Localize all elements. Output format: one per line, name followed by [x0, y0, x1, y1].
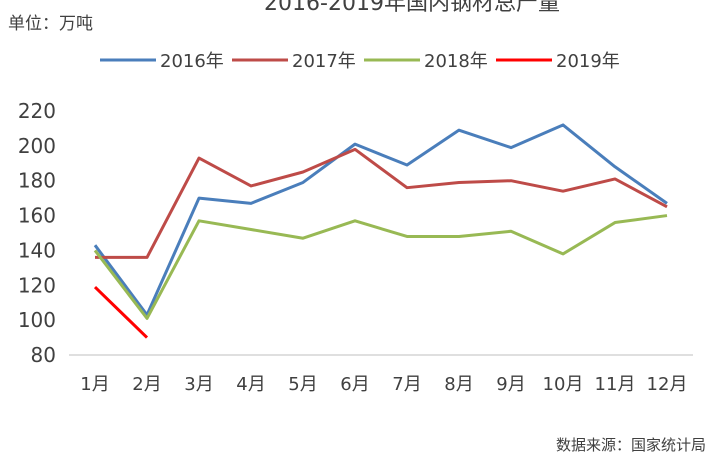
x-tick-label: 2月 — [132, 374, 161, 395]
y-tick-label: 220 — [18, 99, 56, 123]
series-line — [93, 214, 668, 320]
y-tick-label: 160 — [18, 204, 56, 228]
chart-title: 2016-2019年国内钢材总产量 — [264, 0, 560, 16]
y-tick-label: 80 — [31, 343, 56, 367]
x-tick-label: 1月 — [80, 374, 109, 395]
series-line — [93, 285, 149, 339]
x-tick-label: 11月 — [595, 374, 636, 395]
x-tick-label: 10月 — [543, 374, 584, 395]
y-tick-label: 200 — [18, 134, 56, 158]
x-tick-label: 3月 — [184, 374, 213, 395]
y-tick-label: 180 — [18, 169, 56, 193]
x-tick-label: 7月 — [392, 374, 421, 395]
source-note: 数据来源：国家统计局 — [556, 436, 706, 454]
x-tick-label: 9月 — [496, 374, 525, 395]
x-tick-label: 6月 — [340, 374, 369, 395]
x-tick-label: 8月 — [444, 374, 473, 395]
series-line — [93, 123, 668, 317]
legend-label: 2017年 — [292, 51, 356, 72]
legend-label: 2016年 — [160, 51, 224, 72]
x-tick-label: 4月 — [236, 374, 265, 395]
legend-label: 2019年 — [556, 51, 620, 72]
y-tick-label: 100 — [18, 308, 56, 332]
legend-label: 2018年 — [424, 51, 488, 72]
x-tick-label: 5月 — [288, 374, 317, 395]
series-line — [95, 147, 668, 259]
y-tick-label: 140 — [18, 238, 56, 262]
x-tick-label: 12月 — [647, 374, 688, 395]
y-tick-label: 120 — [18, 273, 56, 297]
unit-label: 单位：万吨 — [8, 14, 93, 34]
